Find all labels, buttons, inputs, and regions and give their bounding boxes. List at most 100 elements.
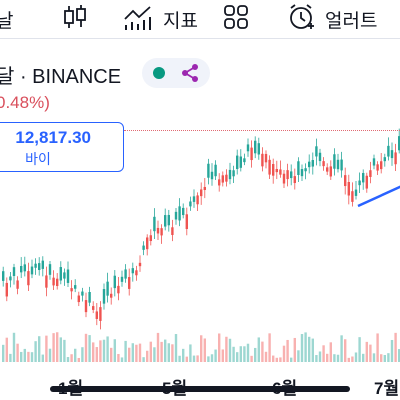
candle-body — [239, 156, 242, 168]
volume-bar — [254, 347, 257, 362]
candle-body — [318, 152, 322, 162]
volume-bar — [257, 337, 260, 362]
volume-bar — [369, 344, 372, 362]
volume-bar — [142, 357, 145, 362]
share-icon — [182, 64, 198, 82]
candle-body — [9, 276, 12, 281]
volume-bar — [12, 332, 16, 362]
volume-bar — [149, 341, 152, 362]
candle-body — [142, 245, 145, 250]
candle-body — [81, 291, 84, 296]
candle-body — [358, 180, 361, 186]
candle-body — [394, 152, 397, 165]
candle-body — [92, 306, 95, 310]
volume-bar — [390, 339, 394, 362]
volume-bar — [70, 354, 73, 362]
volume-bar — [20, 351, 23, 362]
volume-bar — [203, 338, 206, 362]
volume-bar — [167, 343, 170, 362]
x-axis-label: 7월 — [374, 379, 400, 398]
indicators-icon — [122, 3, 152, 31]
x-axis-label: 6월 — [272, 379, 298, 398]
volume-bar — [59, 337, 62, 362]
volume-bar — [336, 354, 340, 362]
volume-bar — [16, 343, 19, 362]
volume-bar — [38, 336, 41, 362]
volume-bar — [322, 345, 325, 362]
candle-body — [156, 227, 160, 234]
candle-body — [27, 271, 30, 286]
volume-bar — [77, 357, 80, 362]
indicators-label: 지표 — [163, 11, 198, 32]
candle-body — [131, 268, 134, 274]
candle-body — [5, 282, 8, 297]
volume-bar — [34, 341, 37, 362]
volume-bar — [318, 351, 322, 362]
volume-bar — [297, 350, 300, 362]
volume-bar — [2, 344, 5, 362]
volume-bar — [311, 338, 314, 362]
candle-body — [254, 140, 257, 154]
volume-bar — [221, 349, 224, 362]
candle-body — [200, 189, 203, 197]
candle-body — [250, 147, 253, 161]
volume-bar — [41, 354, 44, 362]
symbol-title[interactable]: 달 · BINANCE — [0, 66, 122, 88]
candle-body — [153, 216, 156, 232]
volume-bar — [398, 349, 400, 362]
candle-body — [257, 143, 260, 155]
price-value: 12,817.30 — [15, 128, 91, 147]
candle-body — [56, 278, 59, 287]
candle-body — [120, 276, 124, 282]
candle-body — [333, 154, 336, 169]
price-label-box[interactable]: 12,817.30 바이 — [0, 122, 124, 172]
timeframe-label[interactable]: 날 — [0, 11, 14, 32]
candle-body — [34, 263, 37, 268]
candle-body — [106, 281, 109, 296]
volume-bar — [128, 347, 131, 362]
candle-body — [2, 271, 5, 281]
candlestick-icon[interactable] — [60, 3, 90, 31]
candle-body — [347, 182, 350, 196]
volume-bar — [279, 357, 282, 362]
volume-bar — [30, 352, 34, 362]
volume-bar — [192, 355, 196, 362]
price-reference-line — [124, 130, 400, 131]
candle-body — [77, 295, 80, 303]
volume-bar — [380, 354, 383, 362]
candle-body — [264, 153, 268, 163]
candle-body — [70, 288, 73, 292]
candle-body — [88, 291, 91, 303]
candle-body — [84, 300, 88, 313]
candle-body — [380, 161, 383, 170]
candle-body — [66, 269, 70, 283]
volume-bar — [160, 341, 163, 362]
candle-body — [95, 311, 98, 319]
x-axis-label: 1월 — [58, 379, 84, 398]
candle-body — [196, 195, 199, 205]
symbol-header: 달 · BINANCE — [0, 58, 400, 90]
candle-body — [59, 267, 62, 281]
status-pill[interactable] — [142, 58, 210, 88]
candle-body — [365, 175, 368, 189]
candle-body — [110, 293, 113, 298]
volume-bar — [189, 344, 192, 362]
alert-icon — [287, 3, 317, 31]
candle-body — [344, 175, 347, 187]
volume-bar — [275, 357, 278, 362]
time-axis-scrollbar[interactable] — [50, 386, 350, 392]
candle-body — [390, 150, 394, 159]
volume-bar — [164, 339, 167, 362]
volume-bar — [27, 351, 30, 362]
volume-bar — [84, 333, 88, 362]
layout-icon[interactable] — [222, 3, 252, 31]
market-status-dot — [153, 67, 165, 79]
volume-bar — [236, 352, 239, 362]
volume-bar — [131, 343, 134, 362]
candle-body — [362, 172, 365, 183]
candle-body — [149, 235, 152, 242]
volume-bar — [135, 344, 138, 362]
trendline-drawing — [357, 185, 400, 208]
volume-bar — [372, 353, 376, 362]
